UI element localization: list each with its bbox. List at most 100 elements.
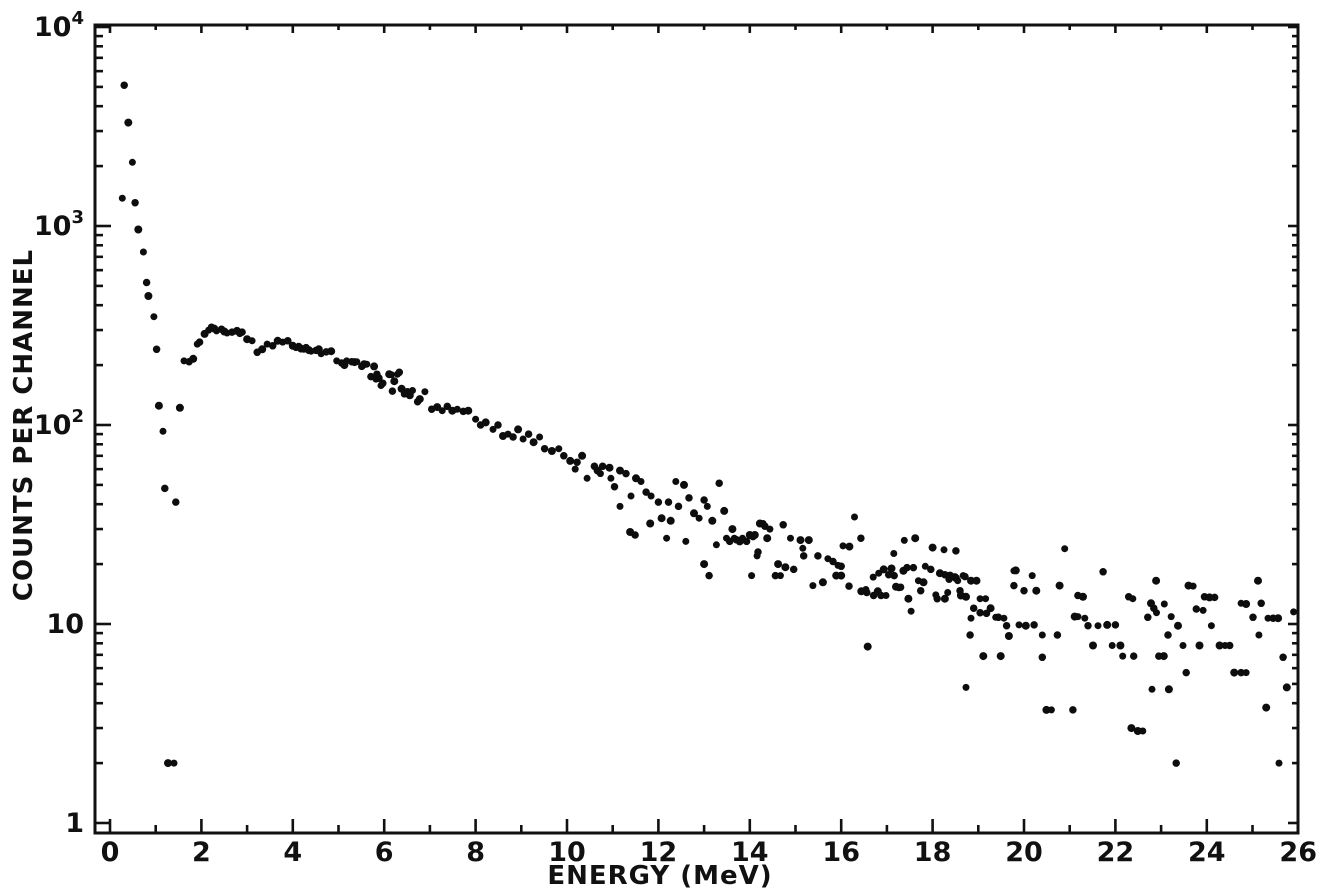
data-point [863, 642, 872, 651]
x-tick-label: 26 [1279, 837, 1317, 868]
data-point [771, 571, 780, 580]
data-point [263, 340, 271, 348]
data-point [994, 613, 1003, 622]
data-point [1074, 613, 1082, 621]
data-point [605, 463, 614, 472]
data-point [134, 225, 143, 234]
data-point [409, 387, 416, 394]
data-point [1274, 614, 1283, 623]
data-point [1199, 606, 1207, 614]
data-point [804, 536, 813, 545]
data-point [839, 542, 847, 550]
data-point [1230, 668, 1239, 677]
data-point [164, 759, 172, 768]
data-point [1225, 641, 1234, 650]
data-point [986, 604, 995, 613]
data-point [837, 562, 845, 571]
x-tick-label: 14 [731, 837, 769, 868]
data-point [837, 571, 846, 580]
data-point [909, 563, 918, 572]
data-point [170, 759, 178, 767]
data-point [904, 594, 913, 603]
data-point [438, 407, 446, 415]
data-point [1015, 621, 1023, 629]
y-tick-label: 10 [46, 609, 84, 640]
data-point [1257, 599, 1265, 608]
x-axis-ticks [108, 25, 1300, 833]
data-point [1133, 727, 1142, 735]
data-point [961, 572, 969, 581]
data-point [258, 345, 267, 354]
data-point [774, 560, 783, 569]
data-point [1159, 652, 1168, 661]
data-point [1237, 668, 1245, 677]
data-point [118, 194, 126, 202]
data-point [124, 118, 133, 127]
data-point [763, 534, 772, 543]
data-point [962, 592, 970, 601]
data-point [779, 521, 787, 529]
data-point [509, 433, 517, 441]
data-point [919, 578, 928, 587]
data-point [622, 469, 630, 478]
data-point [715, 479, 723, 487]
data-point [1242, 600, 1251, 608]
data-point [1210, 593, 1219, 602]
data-point [1127, 724, 1136, 733]
y-tick-label: 1 [65, 808, 84, 839]
data-point [1103, 620, 1112, 629]
data-point [967, 576, 975, 585]
data-point [976, 595, 984, 603]
data-point [869, 573, 877, 581]
data-point [940, 594, 949, 603]
data-point [1129, 595, 1137, 603]
data-point [1189, 582, 1197, 590]
data-point [972, 576, 981, 585]
data-point [524, 430, 533, 438]
data-point [195, 338, 204, 346]
data-point [1079, 592, 1087, 601]
x-tick-label: 0 [101, 837, 120, 868]
data-point [1038, 653, 1047, 662]
data-point [845, 582, 853, 590]
data-point [1242, 669, 1250, 677]
data-point [374, 374, 383, 383]
data-point [642, 488, 650, 496]
data-point [1002, 621, 1011, 630]
data-point [829, 557, 837, 566]
data-point [1030, 621, 1038, 629]
data-point [120, 81, 128, 89]
data-point [1004, 632, 1013, 640]
data-point [131, 198, 139, 207]
data-point [536, 433, 544, 441]
data-point [421, 388, 429, 396]
data-point [560, 452, 568, 460]
data-point [962, 683, 970, 691]
data-point [390, 377, 399, 386]
data-point [787, 534, 794, 542]
data-point [814, 552, 822, 560]
data-point [781, 563, 790, 572]
data-point [682, 537, 690, 545]
data-point [903, 563, 911, 572]
data-point [933, 594, 941, 603]
data-point [1129, 652, 1138, 660]
x-tick-label: 10 [548, 837, 586, 868]
data-point [748, 572, 756, 580]
data-point [754, 548, 762, 556]
data-point [766, 525, 774, 533]
data-point [1215, 641, 1224, 650]
data-point [578, 451, 587, 460]
data-point [379, 379, 387, 388]
data-point [654, 498, 663, 506]
data-point [1111, 621, 1120, 629]
x-tick-label: 12 [640, 837, 678, 868]
data-point [1061, 545, 1069, 553]
data-point [966, 631, 974, 639]
data-point [1116, 641, 1125, 650]
data-point [238, 328, 246, 336]
data-point [142, 278, 151, 287]
data-point [672, 478, 680, 485]
data-point [415, 395, 424, 404]
data-point [690, 509, 698, 518]
